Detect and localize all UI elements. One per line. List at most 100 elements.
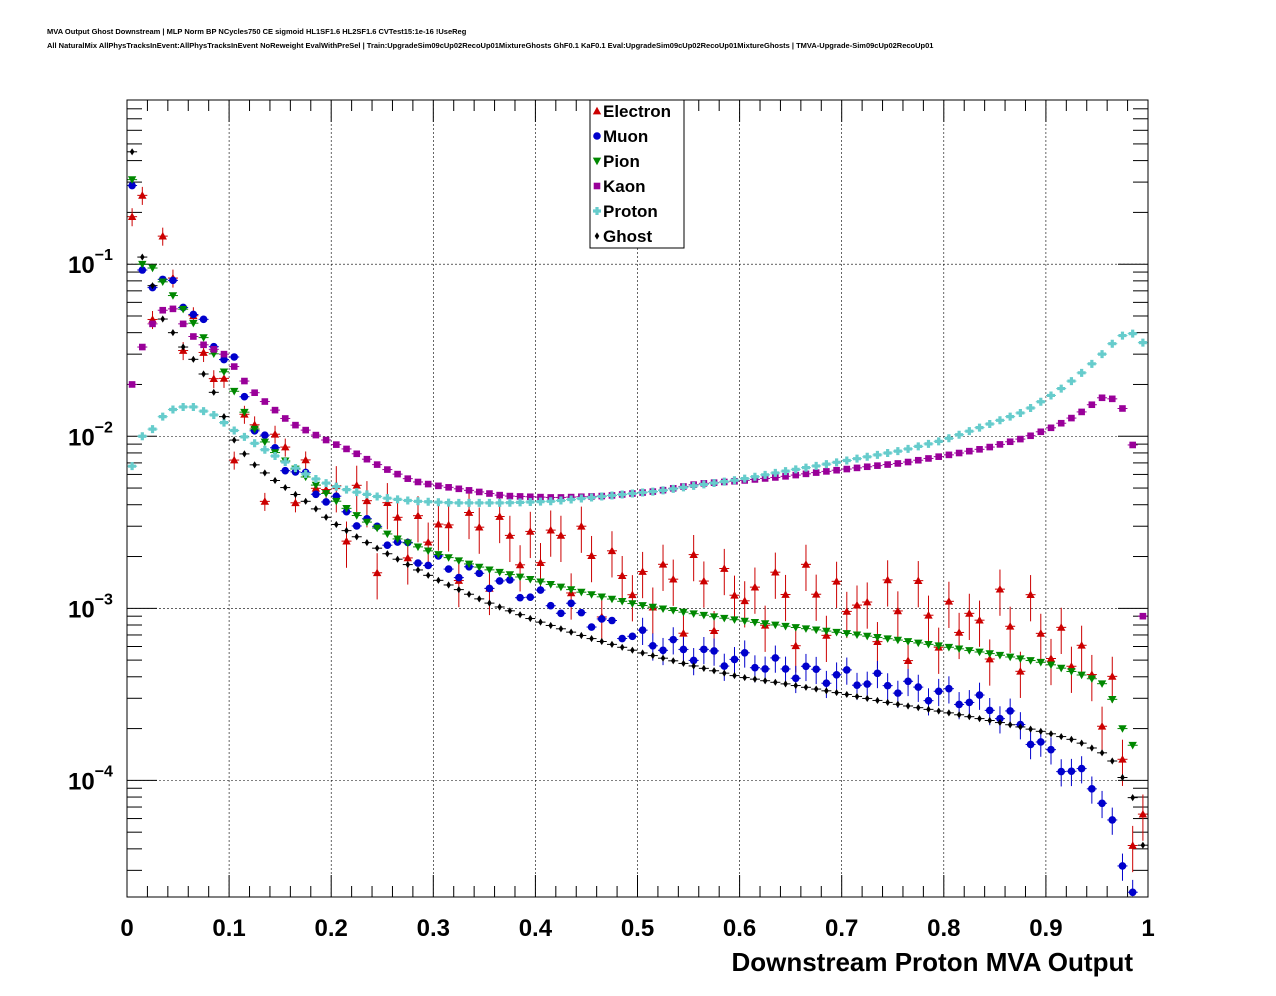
data-point: [373, 492, 382, 501]
data-point: [1077, 764, 1086, 773]
data-point: [1089, 744, 1095, 752]
data-point: [1006, 412, 1015, 421]
data-point: [567, 599, 575, 608]
data-point: [842, 456, 851, 465]
data-point: [822, 679, 831, 688]
data-point: [200, 341, 207, 349]
data-point: [1098, 394, 1106, 402]
data-point: [1097, 722, 1107, 730]
data-point: [516, 493, 524, 500]
data-point: [546, 601, 555, 610]
data-point: [362, 490, 371, 499]
data-point: [465, 498, 474, 507]
data-point: [423, 537, 433, 546]
data-point: [730, 591, 739, 599]
data-point: [139, 343, 146, 351]
data-point: [424, 480, 432, 488]
data-point: [659, 646, 667, 655]
data-point: [965, 698, 974, 707]
data-point: [424, 497, 433, 506]
data-point: [332, 482, 341, 491]
data-point: [384, 466, 391, 473]
x-tick-label: 0.4: [519, 915, 553, 942]
data-point: [178, 305, 188, 314]
chart-title-line-2: All NaturalMix AllPhysTracksInEvent:AllP…: [47, 41, 934, 50]
data-point: [648, 603, 658, 612]
data-point: [863, 463, 871, 471]
x-tick-label: 0: [120, 915, 133, 942]
data-point: [863, 680, 872, 688]
data-point: [394, 470, 401, 478]
data-point: [975, 423, 984, 432]
data-point: [710, 647, 718, 655]
data-point: [281, 415, 289, 422]
data-point: [965, 609, 974, 617]
data-point: [579, 631, 584, 640]
data-point: [261, 398, 269, 405]
data-point: [127, 212, 137, 221]
data-point: [926, 705, 931, 713]
data-point: [812, 469, 820, 476]
data-point: [1108, 816, 1117, 824]
legend-marker-kaon: [593, 182, 601, 190]
data-point: [495, 568, 504, 577]
legend-label-muon: Muon: [603, 127, 648, 146]
data-point: [362, 518, 372, 527]
data-point: [537, 493, 544, 501]
data-point: [1118, 331, 1127, 340]
data-point: [405, 560, 411, 569]
data-point: [679, 629, 688, 637]
data-point: [832, 577, 841, 585]
data-point: [557, 609, 565, 618]
data-point: [1018, 723, 1023, 731]
data-point: [526, 576, 535, 584]
data-point: [1057, 623, 1066, 631]
data-point: [587, 551, 596, 559]
data-point: [311, 481, 321, 490]
data-point: [281, 466, 290, 475]
data-point: [689, 481, 698, 490]
data-point: [1057, 384, 1066, 393]
legend-label-proton: Proton: [603, 202, 658, 221]
data-point: [762, 677, 768, 685]
x-tick-label: 0.1: [212, 915, 245, 942]
data-point: [648, 487, 657, 496]
data-point: [199, 407, 208, 416]
data-point: [996, 441, 1004, 448]
data-point: [425, 571, 431, 579]
data-point: [609, 640, 615, 648]
data-point: [189, 319, 198, 328]
data-point: [444, 565, 453, 573]
data-point: [771, 468, 780, 477]
data-point: [781, 665, 790, 673]
data-point: [1026, 740, 1035, 749]
data-point: [466, 590, 472, 598]
data-point: [1036, 629, 1045, 637]
x-tick-label: 0.6: [723, 915, 756, 942]
data-point: [740, 648, 749, 657]
data-point: [852, 600, 862, 609]
x-axis-title: Downstream Proton MVA Output: [731, 947, 1133, 977]
data-point: [436, 576, 441, 584]
data-point: [577, 522, 586, 530]
data-point: [393, 535, 402, 544]
y-tick-labels: 10−1 10−2 10−3 10−4: [68, 247, 113, 795]
y-tick-label: 10−3: [68, 591, 113, 623]
data-point: [669, 574, 678, 583]
data-point: [659, 486, 668, 495]
data-point: [456, 586, 462, 594]
data-point: [599, 637, 605, 646]
data-point: [1088, 401, 1096, 409]
data-point: [423, 547, 433, 556]
data-point: [281, 458, 290, 467]
data-point: [670, 657, 676, 665]
data-point: [506, 576, 514, 584]
data-point: [1108, 695, 1117, 704]
data-point: [170, 329, 176, 337]
data-point: [740, 596, 749, 605]
data-point: [967, 713, 972, 721]
data-point: [352, 488, 361, 497]
data-point: [894, 460, 902, 467]
data-point: [885, 698, 890, 707]
data-point: [833, 466, 840, 474]
